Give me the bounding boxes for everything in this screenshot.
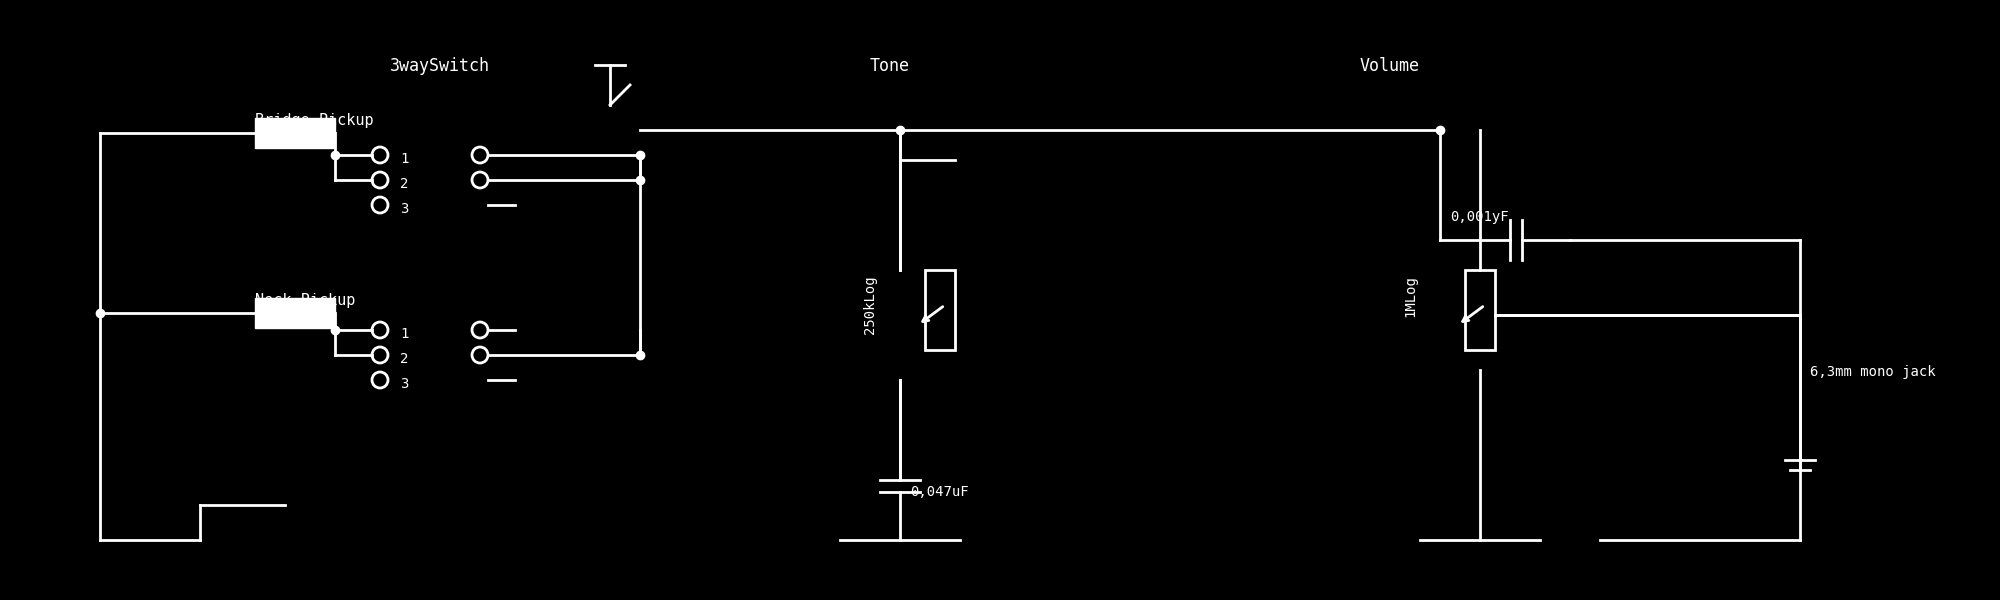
Text: 3: 3 [400, 202, 408, 216]
Text: 3: 3 [400, 377, 408, 391]
Bar [1464, 270, 1496, 350]
Text: Tone: Tone [870, 57, 910, 75]
Text: 6,3mm mono jack: 6,3mm mono jack [1810, 365, 1936, 379]
Text: 2: 2 [400, 352, 408, 366]
Bar [256, 298, 336, 328]
Bar [286, 120, 764, 450]
Bar [1600, 120, 2000, 535]
Text: Volume: Volume [1360, 57, 1420, 75]
Bar [286, 55, 1064, 135]
Bar [1220, 120, 1600, 530]
Bar [256, 118, 336, 148]
Text: 2: 2 [400, 177, 408, 191]
Text: Neck Pickup: Neck Pickup [256, 293, 356, 308]
Bar [770, 300, 900, 550]
Text: 0,047uF: 0,047uF [910, 485, 968, 499]
Bar [60, 120, 290, 410]
Text: 1MLog: 1MLog [1404, 275, 1416, 317]
Text: Bridge Pickup: Bridge Pickup [256, 113, 374, 128]
Text: 0,001yF: 0,001yF [1450, 210, 1508, 224]
Text: 1: 1 [400, 152, 408, 166]
Bar [924, 270, 956, 350]
Text: 1: 1 [400, 327, 408, 341]
Bar [1220, 55, 1600, 135]
Text: 250kLog: 250kLog [864, 275, 876, 334]
Text: 3waySwitch: 3waySwitch [390, 57, 490, 75]
Bar [286, 120, 516, 440]
Bar [286, 55, 516, 170]
